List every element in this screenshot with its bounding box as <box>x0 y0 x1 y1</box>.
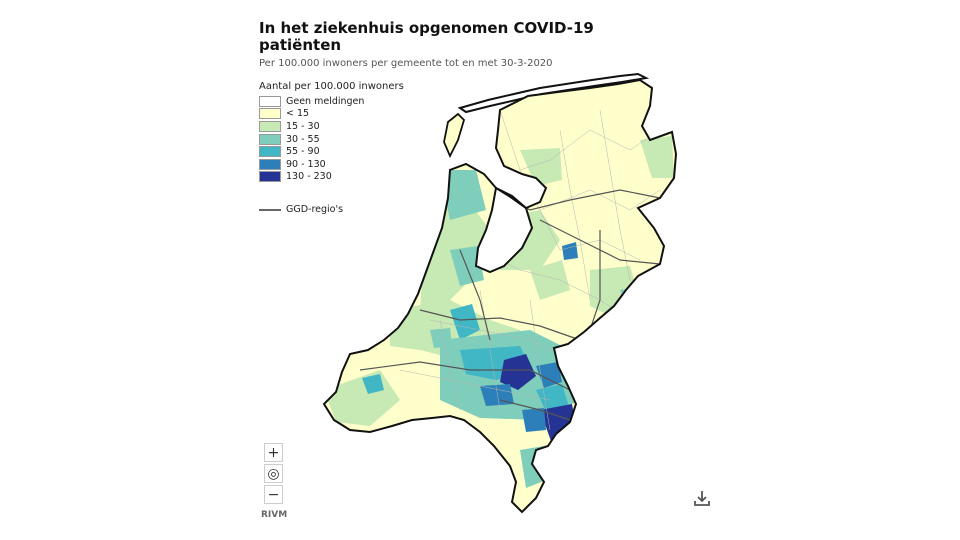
legend-label: Geen meldingen <box>286 95 365 107</box>
legend-item-15-30: 15 - 30 <box>259 120 404 133</box>
legend-swatch <box>259 146 281 158</box>
reset-view-button[interactable]: ◎ <box>264 464 283 483</box>
map-title: In het ziekenhuis opgenomen COVID-19 pat… <box>259 19 594 54</box>
zoom-controls: + ◎ − <box>264 443 283 506</box>
legend-label: 15 - 30 <box>286 120 320 132</box>
legend-label: 30 - 55 <box>286 133 320 145</box>
legend-item-55-90: 55 - 90 <box>259 145 404 158</box>
legend-item-lt15: < 15 <box>259 108 404 121</box>
legend-label: 130 - 230 <box>286 171 332 183</box>
map-subtitle: Per 100.000 inwoners per gemeente tot en… <box>259 58 553 69</box>
legend-swatch <box>259 133 281 145</box>
legend-swatch <box>259 95 281 107</box>
source-credit: RIVM <box>261 510 288 520</box>
legend-label: 90 - 130 <box>286 158 326 170</box>
texel-island <box>443 112 466 159</box>
legend-swatch <box>259 120 281 132</box>
legend-title: Aantal per 100.000 inwoners <box>259 81 404 92</box>
legend-item-30-55: 30 - 55 <box>259 133 404 146</box>
legend-item-130-230: 130 - 230 <box>259 171 404 184</box>
legend-ggd: GGD-regio's <box>259 204 343 215</box>
netherlands-map[interactable] <box>300 70 700 520</box>
legend-swatch <box>259 108 281 120</box>
zoom-out-button[interactable]: − <box>264 485 283 504</box>
ggd-line-swatch <box>259 208 281 211</box>
legend-item-none: Geen meldingen <box>259 95 404 108</box>
download-icon[interactable] <box>692 488 712 508</box>
country-outline <box>322 78 678 514</box>
zoom-in-button[interactable]: + <box>264 443 283 462</box>
legend-swatch <box>259 158 281 170</box>
legend: Aantal per 100.000 inwoners Geen melding… <box>259 81 404 183</box>
legend-swatch <box>259 171 281 183</box>
legend-label: < 15 <box>286 108 310 120</box>
wadden-islands <box>457 72 650 114</box>
legend-item-90-130: 90 - 130 <box>259 158 404 171</box>
ggd-label: GGD-regio's <box>286 204 344 215</box>
legend-label: 55 - 90 <box>286 146 320 158</box>
